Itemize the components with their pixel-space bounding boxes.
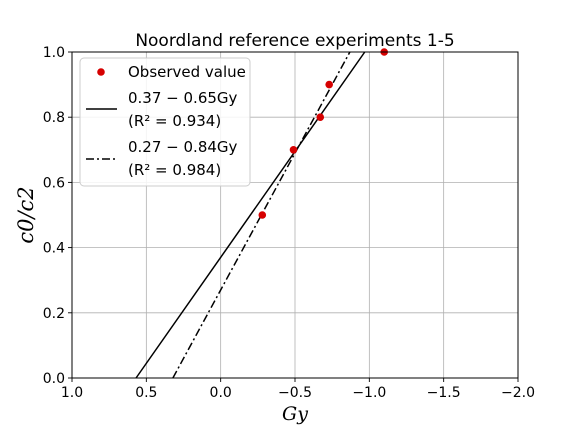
fit-lines — [135, 51, 366, 379]
y-axis-label: c0/c2 — [14, 186, 38, 243]
legend: Observed value 0.37 − 0.65Gy (R² = 0.934… — [79, 57, 251, 187]
legend-marker-observed — [97, 68, 105, 76]
fit-line-dashdot — [172, 51, 351, 379]
y-tick-label: 0.6 — [43, 175, 65, 191]
x-tick-label: 0.5 — [135, 385, 157, 401]
x-axis-ticks: 1.0 0.5 0.0 −0.5 −1.0 −1.5 −2.0 — [61, 378, 535, 401]
y-tick-label: 0.2 — [43, 306, 65, 322]
legend-label-solid-r2: (R² = 0.934) — [128, 112, 221, 130]
y-tick-label: 1.0 — [43, 45, 65, 61]
observed-point — [258, 211, 267, 219]
legend-label-dashdot-r2: (R² = 0.984) — [128, 161, 221, 179]
x-axis-label: Gy — [282, 403, 308, 425]
y-tick-label: 0.4 — [43, 241, 65, 257]
fit-line-solid — [135, 51, 366, 379]
legend-box — [79, 57, 251, 187]
legend-label-observed: Observed value — [128, 63, 246, 81]
legend-label-dashdot-formula: 0.27 − 0.84Gy — [128, 138, 238, 156]
y-axis-ticks: 0.0 0.2 0.4 0.6 0.8 1.0 — [43, 45, 72, 387]
y-tick-label: 0.8 — [43, 110, 65, 126]
x-tick-label: −0.5 — [278, 385, 312, 401]
x-tick-label: 0.0 — [210, 385, 232, 401]
observed-point — [289, 146, 298, 154]
data-points — [258, 48, 389, 219]
observed-point — [316, 113, 325, 121]
x-tick-label: −1.5 — [427, 385, 461, 401]
observed-point — [325, 80, 333, 89]
chart-title: Noordland reference experiments 1-5 — [135, 31, 454, 51]
legend-label-solid-formula: 0.37 − 0.65Gy — [128, 89, 238, 107]
y-tick-label: 0.0 — [43, 371, 65, 387]
x-tick-label: −2.0 — [501, 385, 535, 401]
x-tick-label: 1.0 — [61, 385, 83, 401]
x-tick-label: −1.0 — [352, 385, 386, 401]
